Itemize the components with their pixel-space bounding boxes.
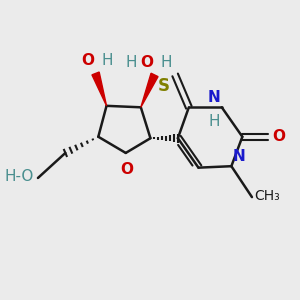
Text: N: N [233, 149, 245, 164]
Polygon shape [92, 72, 106, 106]
Text: O: O [272, 129, 286, 144]
Text: O: O [121, 162, 134, 177]
Text: N: N [208, 90, 220, 105]
Text: O: O [81, 53, 94, 68]
Text: H: H [125, 56, 137, 70]
Text: O: O [140, 55, 153, 70]
Text: CH₃: CH₃ [255, 189, 280, 202]
Text: H-O: H-O [4, 169, 34, 184]
Text: H: H [101, 53, 112, 68]
Polygon shape [141, 73, 158, 107]
Text: H: H [209, 114, 220, 129]
Text: S: S [158, 77, 169, 95]
Text: H: H [160, 55, 172, 70]
